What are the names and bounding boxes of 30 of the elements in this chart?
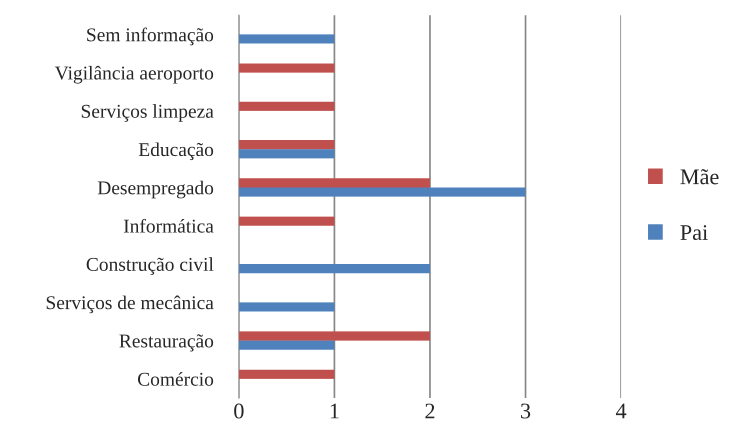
legend-label: Pai [680,225,708,240]
y-tick-label: Sem informação [87,28,214,46]
x-tick-label: 3 [521,404,530,419]
bar [238,140,334,150]
y-tick-label: Comércio [138,372,214,386]
x-tick-label: 0 [234,404,244,419]
y-tick-label: Serviços de mecânica [46,296,214,314]
y-tick-label: Informática [124,218,214,233]
bar [238,331,430,341]
bar [238,178,430,188]
bar [238,102,334,111]
legend-label: Mãe [680,169,719,184]
bar [238,149,334,158]
y-tick-label: Serviços limpeza [82,104,214,122]
bar [238,264,430,274]
bar [238,302,334,312]
bar [238,63,334,73]
x-tick-label: 1 [330,404,339,418]
bar [238,187,526,197]
y-tick-label: Vigilância aeroporto [54,66,214,84]
bar [238,340,334,350]
y-tick-label: Educação [138,142,214,160]
bar [238,370,334,379]
x-tick-label: 4 [616,404,626,418]
x-tick-label: 2 [425,404,434,418]
bar [238,216,334,226]
y-tick-label: Desempregado [98,180,214,198]
bar [238,34,334,44]
y-tick-label: Construção civil [86,257,214,275]
y-tick-label: Restauração [119,334,214,352]
